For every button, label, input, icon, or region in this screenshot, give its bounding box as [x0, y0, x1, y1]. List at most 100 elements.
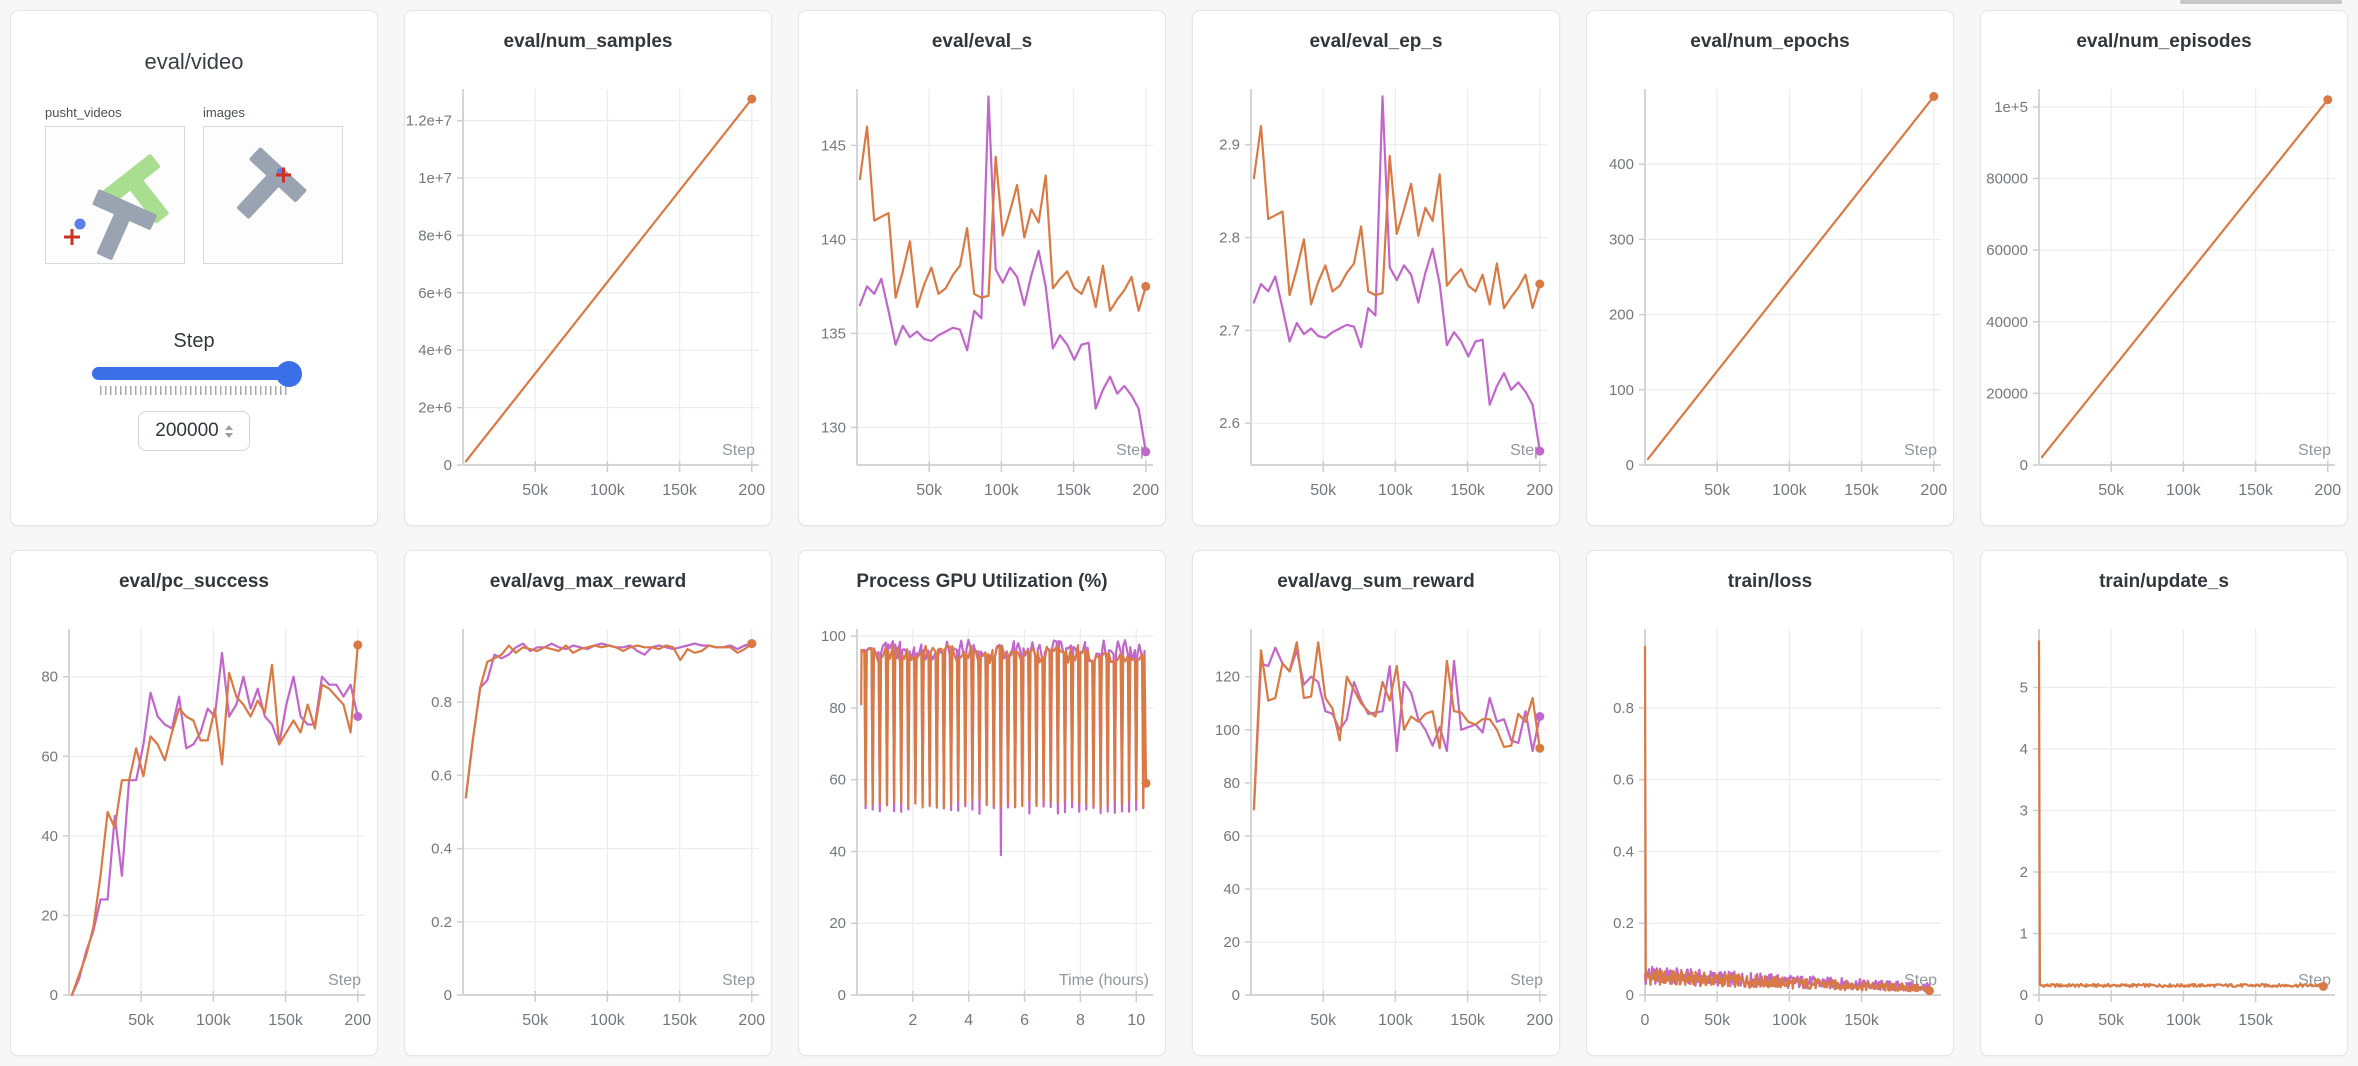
svg-text:100: 100 [1215, 722, 1240, 739]
video-thumb-label: pusht_videos [45, 105, 122, 120]
svg-text:40: 40 [829, 843, 846, 860]
svg-text:2: 2 [908, 1012, 917, 1029]
svg-text:Step: Step [722, 442, 755, 459]
svg-text:100k: 100k [1772, 482, 1808, 499]
spinner-up-icon[interactable] [224, 424, 233, 430]
svg-text:1e+7: 1e+7 [418, 170, 452, 187]
svg-text:60000: 60000 [1986, 242, 2028, 259]
svg-text:150k: 150k [1844, 1012, 1880, 1029]
svg-text:2e+6: 2e+6 [418, 400, 452, 417]
svg-text:Time (hours): Time (hours) [1059, 972, 1149, 989]
svg-text:50k: 50k [522, 482, 549, 499]
video-thumb-images: images [203, 105, 343, 264]
pusht-video-image [64, 154, 169, 260]
chart-canvas[interactable]: 0 0.2 0.4 0.6 0.8 50k 100k 150k 200 Step [405, 599, 771, 1055]
svg-text:2: 2 [2020, 864, 2028, 881]
svg-text:150k: 150k [268, 1012, 304, 1029]
chart-title: eval/num_episodes [2076, 31, 2252, 52]
svg-text:150k: 150k [1056, 482, 1092, 499]
svg-text:100: 100 [1609, 382, 1634, 399]
spinner-down-icon[interactable] [224, 432, 233, 438]
svg-text:Step: Step [1904, 442, 1937, 459]
svg-text:150k: 150k [1844, 482, 1880, 499]
svg-text:Step: Step [2298, 442, 2331, 459]
chart-canvas[interactable]: 0 20 40 60 80 50k 100k 150k 200 Step [11, 599, 377, 1055]
step-value-input[interactable]: 200000 [138, 411, 250, 451]
svg-text:50k: 50k [128, 1012, 155, 1029]
svg-text:100k: 100k [2166, 482, 2202, 499]
svg-text:100k: 100k [590, 482, 626, 499]
video-thumb-label: images [203, 105, 245, 120]
svg-text:100k: 100k [2166, 1012, 2202, 1029]
svg-text:50k: 50k [2098, 482, 2125, 499]
chart-canvas[interactable]: 0 0.2 0.4 0.6 0.8 0 50k 100k 150k Step [1587, 599, 1953, 1055]
svg-text:100k: 100k [984, 482, 1020, 499]
chart-title: eval/num_samples [503, 31, 673, 52]
scrollbar-thumb[interactable] [2180, 0, 2342, 4]
chart-canvas[interactable]: 0 20000 40000 60000 80000 1e+5 50k 100k 150k 200 S… [1981, 59, 2347, 525]
svg-text:40: 40 [1223, 881, 1240, 898]
svg-text:100k: 100k [1378, 482, 1414, 499]
step-slider-label: Step [173, 330, 215, 352]
panel-eval-eval-ep-s: eval/eval_ep_s 2.6 2.7 2.8 2.9 50k 100k 150k 20… [1192, 10, 1560, 526]
svg-text:50k: 50k [1310, 482, 1337, 499]
chart-svg: 0 0.2 0.4 0.6 0.8 50k 100k 150k 200 Step [431, 629, 765, 1029]
panel-gpu-utilization: Process GPU Utilization (%) 0 20 40 60 80 100… [798, 550, 1166, 1056]
svg-text:4e+6: 4e+6 [418, 342, 452, 359]
svg-text:100k: 100k [590, 1012, 626, 1029]
chart-canvas[interactable]: 130 135 140 145 50k 100k 150k 200 Step [799, 59, 1165, 525]
svg-text:0.8: 0.8 [431, 694, 452, 711]
svg-text:0.8: 0.8 [1613, 700, 1634, 717]
svg-text:0.6: 0.6 [431, 767, 452, 784]
svg-text:Step: Step [1510, 972, 1543, 989]
video-thumb-pusht: pusht_videos [45, 105, 185, 264]
svg-text:50k: 50k [916, 482, 943, 499]
chart-canvas[interactable]: 2.6 2.7 2.8 2.9 50k 100k 150k 200 Step [1193, 59, 1559, 525]
svg-text:80: 80 [1223, 775, 1240, 792]
svg-text:150k: 150k [662, 482, 698, 499]
chart-canvas[interactable]: 0 100 200 300 400 50k 100k 150k 200 Step [1587, 59, 1953, 525]
chart-canvas[interactable]: 0 20 40 60 80 100 120 50k 100k 150k 200 Step [1193, 599, 1559, 1055]
svg-text:20: 20 [829, 915, 846, 932]
svg-text:200: 200 [738, 1012, 765, 1029]
svg-text:0: 0 [2035, 1012, 2044, 1029]
svg-text:Step: Step [722, 972, 755, 989]
svg-text:0: 0 [838, 987, 846, 1004]
svg-text:0: 0 [2020, 457, 2028, 474]
svg-text:200: 200 [1132, 482, 1159, 499]
svg-text:60: 60 [41, 748, 58, 765]
chart-svg: 130 135 140 145 50k 100k 150k 200 Step [821, 89, 1159, 499]
svg-text:1e+5: 1e+5 [1994, 99, 2028, 116]
chart-canvas[interactable]: 0 20 40 60 80 100 2 4 6 8 10 Time (hours) [799, 599, 1165, 1055]
svg-text:50k: 50k [1310, 1012, 1337, 1029]
chart-svg: 0 20 40 60 80 50k 100k 150k 200 Step [41, 629, 371, 1029]
svg-text:1.2e+7: 1.2e+7 [406, 113, 452, 130]
chart-canvas[interactable]: 0 2e+6 4e+6 6e+6 8e+6 1e+7 1.2e+7 50k 100k 150k 20… [405, 59, 771, 525]
svg-text:145: 145 [821, 137, 846, 154]
svg-text:60: 60 [829, 772, 846, 789]
panel-eval-eval-s: eval/eval_s 130 135 140 145 50k 100k 150k 200 St… [798, 10, 1166, 526]
step-slider-track[interactable] [92, 361, 302, 387]
chart-svg: 0 20000 40000 60000 80000 1e+5 50k 100k 150k 200 S… [1986, 89, 2341, 499]
chart-canvas[interactable]: 0 1 2 3 4 5 0 50k 100k 150k Step [1981, 599, 2347, 1055]
svg-text:6: 6 [1020, 1012, 1029, 1029]
panel-train-update-s: train/update_s 0 1 2 3 4 5 0 50k 100k 150k Step [1980, 550, 2348, 1056]
chart-title: eval/eval_s [931, 31, 1033, 52]
svg-text:8: 8 [1076, 1012, 1085, 1029]
step-spinner[interactable] [224, 424, 233, 438]
svg-text:0.2: 0.2 [431, 914, 452, 931]
svg-text:150k: 150k [1450, 482, 1486, 499]
svg-text:80000: 80000 [1986, 171, 2028, 188]
svg-text:100: 100 [821, 628, 846, 645]
svg-text:0.2: 0.2 [1613, 915, 1634, 932]
chart-svg: 2.6 2.7 2.8 2.9 50k 100k 150k 200 Step [1219, 89, 1553, 499]
svg-text:135: 135 [821, 325, 846, 342]
video-frame-images[interactable] [203, 126, 343, 264]
svg-text:0: 0 [2020, 987, 2028, 1004]
step-slider-knob[interactable] [276, 361, 302, 387]
video-frame-pusht[interactable] [45, 126, 185, 264]
video-thumb-row: pusht_videos [11, 105, 377, 264]
panel-eval-num-epochs: eval/num_epochs 0 100 200 300 400 50k 100k 150k… [1586, 10, 1954, 526]
chart-title: train/loss [1727, 571, 1813, 592]
